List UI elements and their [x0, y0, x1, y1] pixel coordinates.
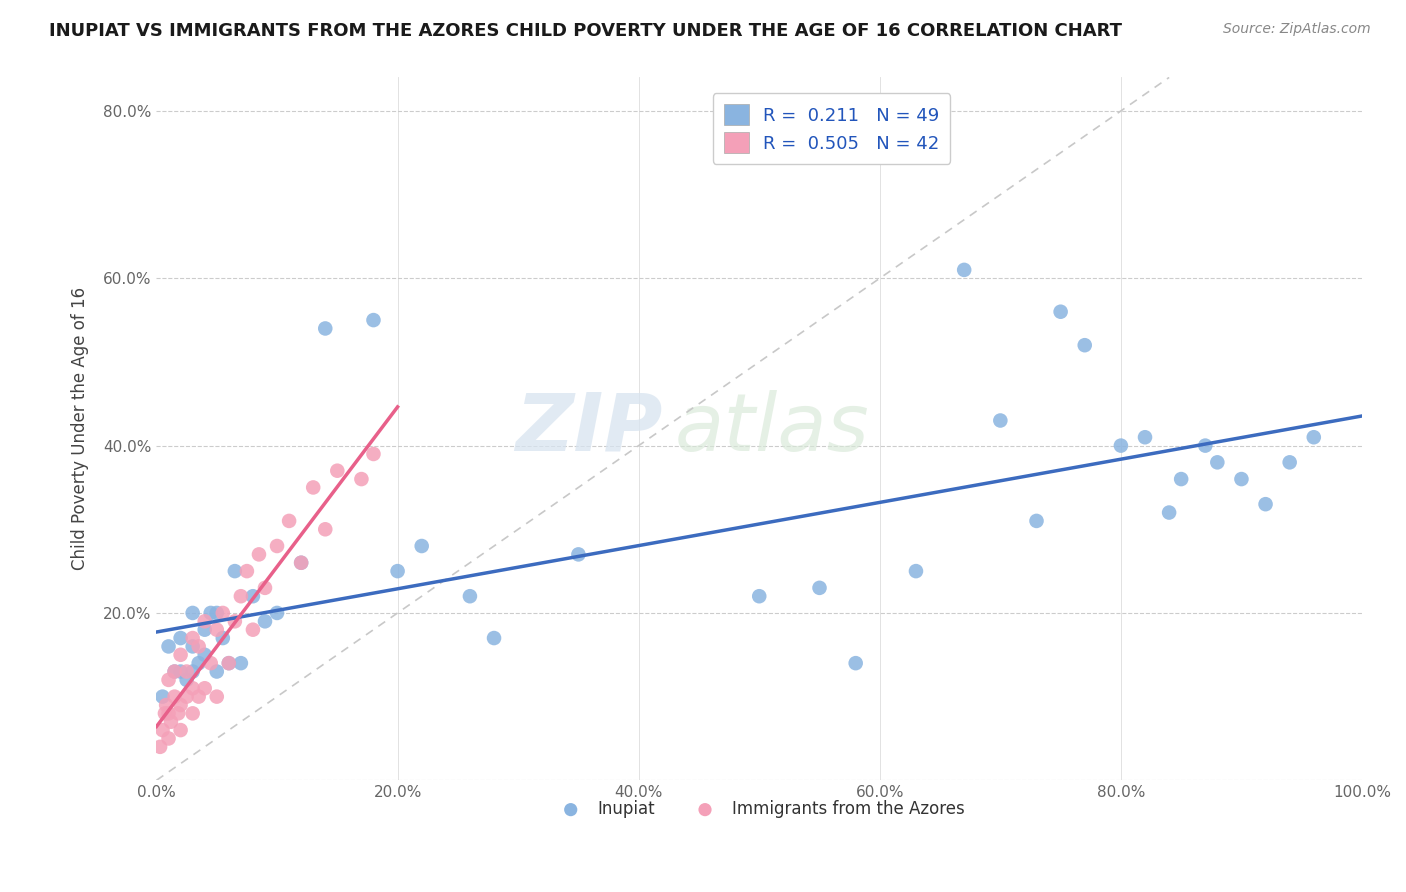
Point	[242, 623, 264, 637]
Point	[1230, 472, 1253, 486]
Point	[157, 640, 180, 654]
Text: Source: ZipAtlas.com: Source: ZipAtlas.com	[1223, 22, 1371, 37]
Point	[387, 564, 409, 578]
Y-axis label: Child Poverty Under the Age of 16: Child Poverty Under the Age of 16	[72, 287, 89, 570]
Point	[181, 706, 204, 721]
Point	[567, 548, 589, 562]
Point	[247, 548, 270, 562]
Text: atlas: atlas	[675, 390, 869, 468]
Point	[169, 648, 191, 662]
Point	[1194, 439, 1216, 453]
Point	[326, 464, 349, 478]
Point	[1159, 506, 1181, 520]
Point	[290, 556, 312, 570]
Point	[181, 631, 204, 645]
Point	[205, 623, 228, 637]
Point	[152, 723, 174, 737]
Point	[187, 656, 209, 670]
Point	[194, 623, 217, 637]
Point	[302, 480, 325, 494]
Point	[1025, 514, 1047, 528]
Point	[242, 589, 264, 603]
Point	[160, 714, 183, 729]
Point	[176, 673, 198, 687]
Point	[253, 615, 276, 629]
Point	[211, 606, 233, 620]
Point	[218, 656, 240, 670]
Point	[953, 263, 976, 277]
Point	[218, 656, 240, 670]
Point	[205, 690, 228, 704]
Point	[236, 564, 259, 578]
Point	[181, 665, 204, 679]
Point	[194, 681, 217, 696]
Point	[163, 690, 186, 704]
Point	[155, 698, 177, 712]
Point	[205, 665, 228, 679]
Point	[163, 665, 186, 679]
Point	[904, 564, 927, 578]
Point	[314, 321, 336, 335]
Point	[169, 723, 191, 737]
Point	[167, 706, 190, 721]
Point	[988, 413, 1011, 427]
Point	[181, 640, 204, 654]
Point	[314, 522, 336, 536]
Point	[1049, 304, 1071, 318]
Point	[181, 681, 204, 696]
Point	[157, 706, 180, 721]
Point	[1254, 497, 1277, 511]
Point	[157, 731, 180, 746]
Point	[845, 656, 868, 670]
Point	[187, 640, 209, 654]
Point	[253, 581, 276, 595]
Point	[224, 564, 246, 578]
Point	[350, 472, 373, 486]
Point	[169, 665, 191, 679]
Point	[200, 656, 222, 670]
Point	[176, 690, 198, 704]
Point	[152, 690, 174, 704]
Point	[194, 648, 217, 662]
Point	[1074, 338, 1097, 352]
Point	[808, 581, 831, 595]
Point	[482, 631, 505, 645]
Point	[1302, 430, 1324, 444]
Point	[169, 698, 191, 712]
Point	[169, 631, 191, 645]
Point	[205, 606, 228, 620]
Point	[163, 665, 186, 679]
Point	[748, 589, 770, 603]
Point	[187, 690, 209, 704]
Point	[411, 539, 433, 553]
Point	[224, 615, 246, 629]
Point	[266, 539, 288, 553]
Point	[153, 706, 176, 721]
Point	[211, 631, 233, 645]
Point	[1133, 430, 1156, 444]
Point	[194, 615, 217, 629]
Text: ZIP: ZIP	[516, 390, 662, 468]
Point	[149, 739, 172, 754]
Point	[363, 447, 385, 461]
Legend: Inupiat, Immigrants from the Azores: Inupiat, Immigrants from the Azores	[547, 793, 972, 825]
Point	[157, 673, 180, 687]
Point	[290, 556, 312, 570]
Point	[363, 313, 385, 327]
Point	[458, 589, 481, 603]
Point	[1278, 455, 1301, 469]
Point	[266, 606, 288, 620]
Point	[229, 656, 252, 670]
Point	[278, 514, 301, 528]
Point	[1109, 439, 1132, 453]
Point	[1206, 455, 1229, 469]
Point	[176, 665, 198, 679]
Point	[1170, 472, 1192, 486]
Text: INUPIAT VS IMMIGRANTS FROM THE AZORES CHILD POVERTY UNDER THE AGE OF 16 CORRELAT: INUPIAT VS IMMIGRANTS FROM THE AZORES CH…	[49, 22, 1122, 40]
Point	[229, 589, 252, 603]
Point	[200, 606, 222, 620]
Point	[181, 606, 204, 620]
